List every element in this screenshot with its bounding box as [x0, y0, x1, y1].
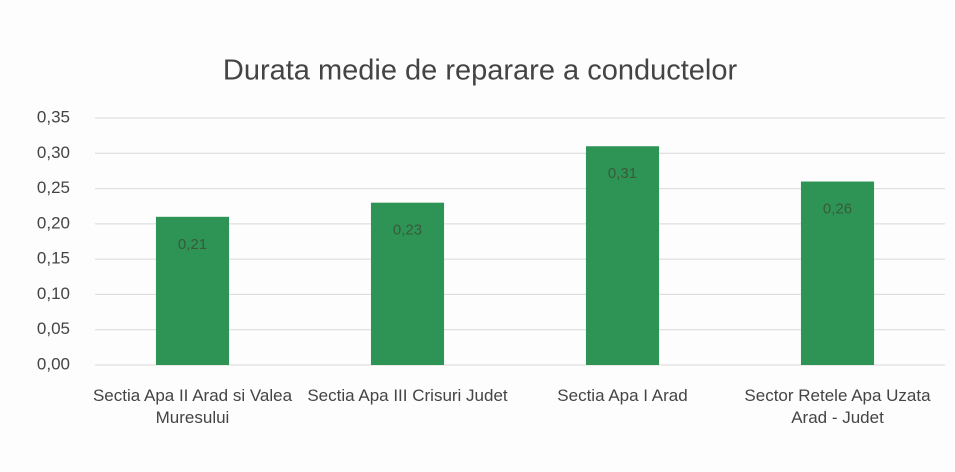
data-label: 0,26: [823, 200, 852, 217]
x-tick-label: Sectia Apa I Arad: [557, 386, 688, 405]
bar: [370, 202, 445, 365]
y-tick-label: 0,35: [37, 107, 70, 126]
bar: [800, 181, 875, 365]
y-tick-label: 0,05: [37, 319, 70, 338]
x-tick-label: Sectia Apa III Crisuri Judet: [307, 386, 508, 405]
data-label: 0,21: [178, 236, 207, 253]
y-tick-label: 0,30: [37, 143, 70, 162]
data-label: 0,23: [393, 222, 422, 239]
chart-title: Durata medie de reparare a conductelor: [223, 55, 738, 87]
x-tick-label: Sector Retele Apa Uzata Arad - Judet: [744, 386, 931, 427]
y-tick-label: 0,10: [37, 284, 70, 303]
bar: [585, 146, 660, 365]
x-tick-label: Sectia Apa II Arad si Valea Muresului: [92, 386, 293, 427]
y-tick-label: 0,25: [37, 178, 70, 197]
bar: [155, 216, 230, 365]
y-tick-label: 0,20: [37, 213, 70, 232]
y-tick-label: 0,00: [37, 354, 70, 373]
data-label: 0,31: [608, 165, 637, 182]
y-tick-label: 0,15: [37, 249, 70, 268]
